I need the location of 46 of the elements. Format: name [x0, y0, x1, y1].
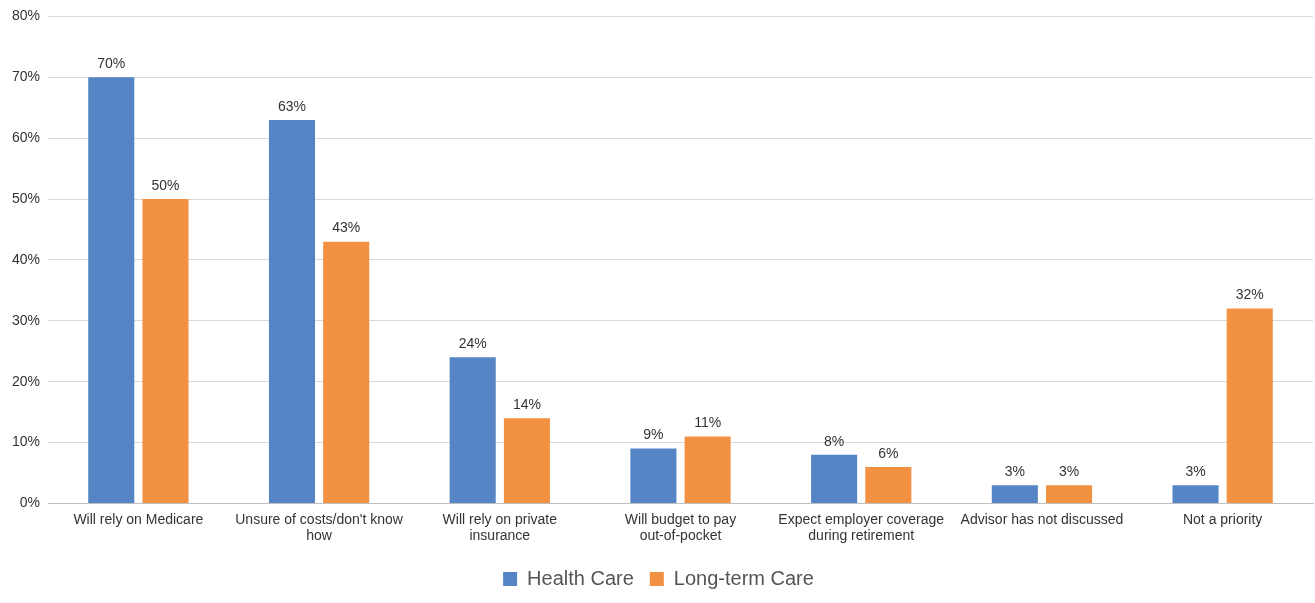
bar	[1046, 485, 1093, 503]
data-label: 43%	[332, 219, 361, 236]
bar	[268, 119, 316, 503]
data-label: 11%	[694, 414, 722, 431]
data-label: 3%	[1185, 463, 1206, 479]
bar	[811, 454, 858, 503]
bar	[503, 418, 550, 503]
x-tick-label: Will rely on Medicare	[73, 510, 204, 527]
data-label: 24%	[458, 335, 487, 352]
x-tick-label: Expect employer coverage during retirement	[778, 510, 945, 544]
data-label: 70%	[97, 55, 126, 72]
data-label: 3%	[1004, 463, 1025, 479]
legend-label: Long-term Care	[673, 566, 814, 589]
bar	[88, 77, 135, 503]
data-label: 9%	[643, 426, 664, 443]
data-label: 50%	[151, 176, 180, 193]
y-tick-label: 80%	[11, 7, 41, 24]
x-tick-label: Advisor has not discussed	[960, 510, 1124, 527]
x-tick-label: Will budget to pay out-of-pocket	[624, 510, 737, 544]
y-tick-label: 0%	[19, 494, 41, 511]
y-tick-label: 40%	[11, 250, 41, 267]
y-tick-label: 70%	[11, 68, 41, 85]
bar	[630, 448, 677, 503]
data-label: 3%	[1058, 463, 1080, 479]
x-tick-label: Unsure of costs/don't know how	[235, 510, 404, 544]
data-label: 63%	[277, 97, 306, 114]
bar	[449, 357, 496, 503]
data-label: 32%	[1235, 286, 1264, 303]
data-label: 8%	[824, 432, 845, 449]
y-tick-label: 50%	[11, 189, 41, 206]
bar	[865, 466, 912, 503]
y-tick-label: 20%	[11, 372, 41, 389]
data-label: 14%	[512, 396, 541, 413]
y-tick-label: 10%	[11, 433, 41, 450]
bar	[142, 199, 189, 503]
bar	[684, 436, 731, 503]
bar	[991, 485, 1038, 503]
x-tick-label: Will rely on private insurance	[442, 510, 558, 544]
bar	[323, 241, 370, 503]
y-tick-label: 60%	[11, 129, 41, 146]
bar	[1226, 308, 1273, 503]
y-tick-label: 30%	[11, 311, 41, 328]
legend-label: Health Care	[527, 566, 634, 589]
data-label: 6%	[878, 444, 899, 461]
x-tick-label: Not a priority	[1182, 510, 1263, 527]
bar	[1172, 485, 1219, 503]
